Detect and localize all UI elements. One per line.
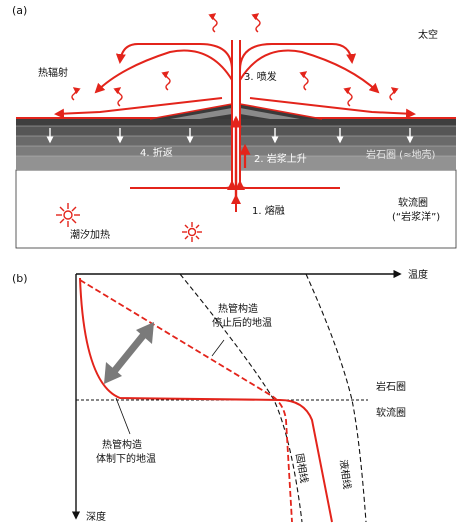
comparison-double-arrow [109,329,149,377]
during-leader-line [115,397,131,435]
heat-radiation-squiggles [71,13,399,107]
melting-label: 1. 熔融 [252,204,285,217]
geotherm-during-curve [79,277,333,523]
depth-axis-label: 深度 [86,510,106,523]
panel-b: (b) 温度 深度 岩石圈 软流圈 热管构造 停止后的地温 热管构造 体制下的地… [12,268,428,523]
melt-inflow-arrows [130,180,340,212]
tidal-heating-icon-1 [56,203,80,227]
liquidus-curve [305,273,367,523]
after-label-1: 热管构造 [218,302,258,315]
geotherm-after-curve [79,279,293,523]
magma-ocean-label: (“岩浆洋”) [392,210,440,223]
during-label-1: 热管构造 [102,438,142,451]
after-leader-line [211,339,225,357]
asthenosphere-label: 软流圈 [398,196,428,209]
temperature-axis-label: 温度 [408,268,428,281]
lithosphere-label: 岩石圈 (≈地壳) [366,148,435,161]
eruption-label: 3. 喷发 [244,70,277,83]
after-label-2: 停止后的地温 [212,316,272,329]
solidus-curve [179,273,303,523]
tidal-heating-icon-2 [182,222,202,242]
lithosphere-b-label: 岩石圈 [376,380,406,393]
asthenosphere-b-label: 软流圈 [376,406,406,419]
return-flow-arrows [46,128,414,144]
lava-flow-arrows [54,97,416,119]
magma-rise-label: 2. 岩浆上升 [254,152,307,165]
panel-a-tag: (a) [12,4,27,17]
space-label: 太空 [418,28,438,41]
tidal-heating-label: 潮汐加热 [70,228,110,241]
during-label-2: 体制下的地温 [96,452,156,465]
panel-a: (a) [12,4,457,249]
eruption-arrows [94,43,380,94]
panel-b-tag: (b) [12,272,28,285]
solidus-label: 固相线 [293,452,311,484]
liquidus-label: 液相线 [337,459,354,491]
radiation-label: 热辐射 [38,66,68,79]
return-flow-label: 4. 折返 [140,146,173,159]
